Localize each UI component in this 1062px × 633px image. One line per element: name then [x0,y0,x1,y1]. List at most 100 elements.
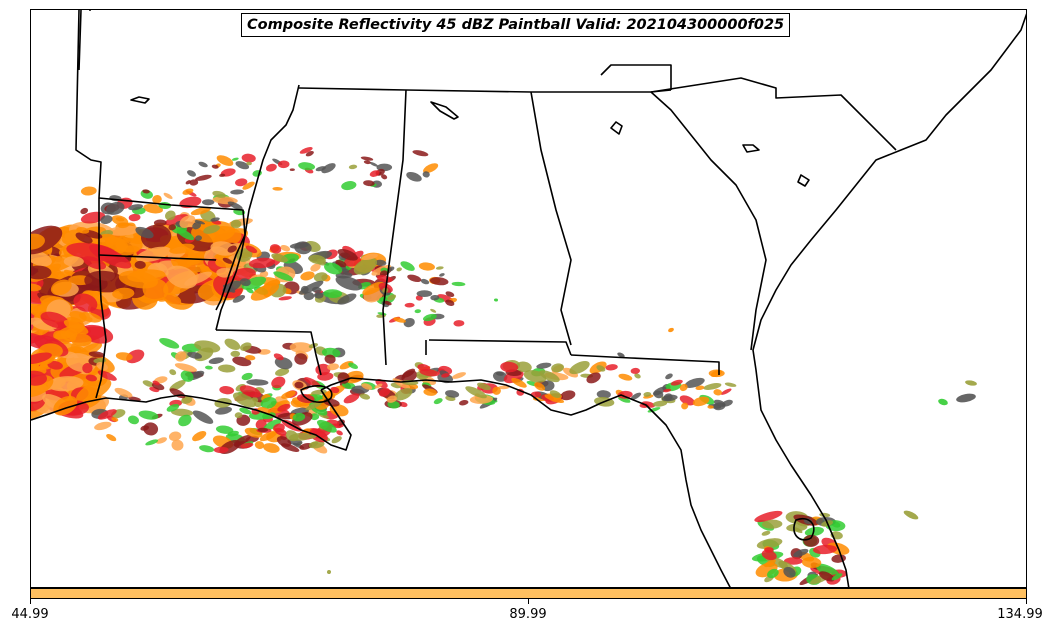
precip-blob [414,309,421,314]
precip-blob [169,243,195,254]
precip-blob [477,382,491,391]
precip-blob [168,224,176,231]
precip-blob [163,292,182,305]
colorbar-tick-max: 134.99 [997,607,1043,622]
precip-blob [451,281,466,287]
precip-blob [227,201,243,210]
mississippi-river [215,84,300,331]
precip-blob [630,367,640,374]
precip-blob [500,361,519,373]
precip-blob [187,170,196,177]
colorbar [30,588,1027,599]
precip-blob [115,237,143,253]
precip-blob [369,161,379,167]
precip-blob [289,342,313,353]
precip-blob [294,353,308,365]
precip-blob [252,170,262,177]
precip-blob [142,189,150,194]
precip-blob [419,369,440,377]
precip-blob [330,386,340,394]
precip-blob [316,419,337,433]
precip-blob [193,219,206,225]
precip-blob [230,350,241,358]
precip-blob [63,319,89,335]
precip-blob [190,206,211,216]
state-border-al-ga [530,91,572,346]
state-border-ok-tx [75,10,102,199]
precip-blob [803,518,813,525]
precip-blob [831,573,843,581]
precip-blob [335,275,363,291]
precip-blob [403,317,415,328]
precip-blob [189,179,199,186]
colorbar-tick-mark-mid [528,599,529,604]
precip-blob [534,382,546,391]
precip-blob [134,260,146,269]
precip-blob [384,300,392,306]
precip-blob [117,222,130,229]
gulf-coastline-louisiana [31,389,352,451]
precip-blob [232,392,257,408]
precip-blob [280,244,291,252]
precip-blob [215,425,234,434]
precip-blob [292,412,306,422]
precip-blob [764,559,776,568]
precip-blob [418,262,435,271]
precip-blob [406,171,422,182]
precip-blob [242,181,255,190]
precip-blob [239,385,261,398]
precip-blob [684,377,705,388]
precip-blob [323,289,343,299]
precip-blob [453,320,465,327]
precip-blob [47,360,63,370]
precip-blob [152,380,160,386]
precip-blob [199,445,215,453]
precip-blob [630,392,642,400]
precip-blob [75,232,93,244]
precip-blob [145,439,159,446]
state-border-ark [78,10,91,71]
precip-blob [422,313,437,322]
precip-blob [376,275,393,283]
state-border-nc-tn [600,64,672,90]
precip-blob [235,178,248,187]
precip-blob [343,393,360,404]
precip-blob [276,436,292,447]
precip-blob [407,274,422,283]
precip-blob [596,365,606,372]
precip-blob [515,361,532,373]
precip-blob [956,393,976,403]
precip-blob [31,352,52,365]
precip-blob [761,530,771,536]
precip-blob [663,388,672,393]
precip-blob [213,446,229,454]
precip-blob [304,377,321,388]
precip-blob [786,523,808,532]
precip-blob [126,349,145,364]
precip-blob [169,380,186,391]
precip-blob [363,180,375,187]
precip-blob [363,160,371,165]
precip-blob [299,442,313,450]
precip-blob [115,217,125,222]
precip-blob [596,390,611,399]
precip-blob [435,266,444,270]
precip-blob [192,221,202,230]
precip-blob [174,363,197,372]
precip-blob [31,233,45,250]
precip-blob [511,377,527,388]
precip-blob [344,370,364,384]
precip-blob [82,362,93,374]
lake-okeechobee [793,518,815,541]
precip-blob [63,256,84,267]
precip-blob [441,373,450,378]
precip-blob [374,259,387,267]
precip-blob [176,228,195,241]
precip-blob [695,385,705,391]
state-border-ms-al [382,89,407,366]
precip-blob [271,376,286,389]
precip-blob [31,265,52,280]
lake-pontchartrain [300,385,333,403]
precip-blob [379,270,388,277]
precip-blob [412,150,429,157]
